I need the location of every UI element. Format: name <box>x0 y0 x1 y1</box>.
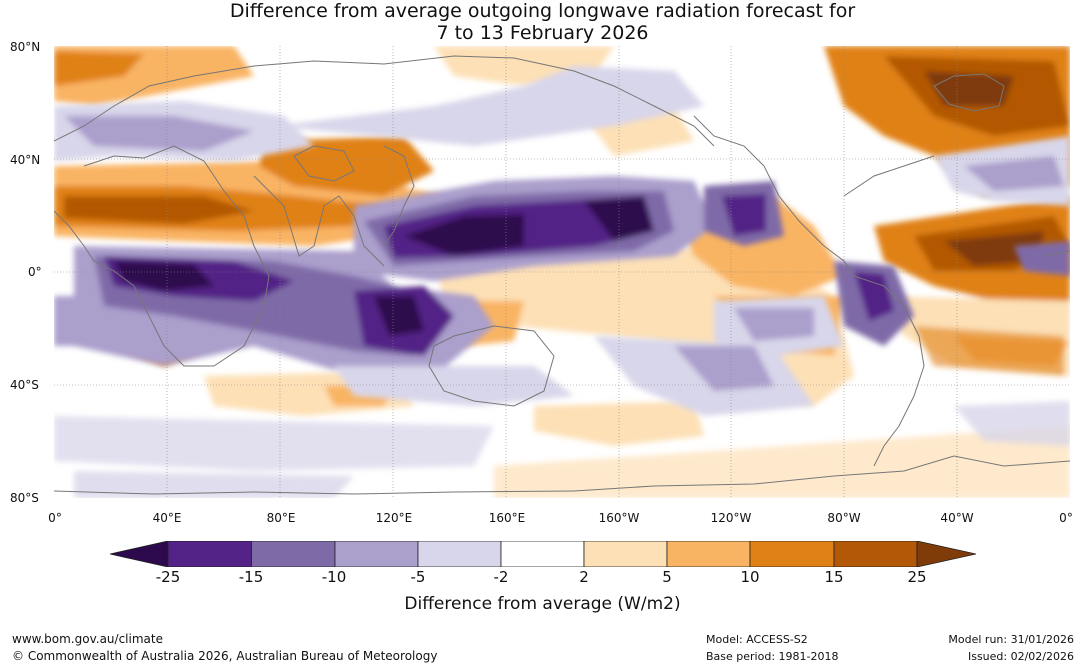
lat-label-40n: 40°N <box>10 153 41 167</box>
lon-label-80w: 80°W <box>827 511 861 525</box>
colorbar-tick-neg2: -2 <box>493 568 509 586</box>
colorbar-extend-high <box>916 540 977 568</box>
colorbar-bin-3 <box>334 540 419 568</box>
lon-label-0-east: 0° <box>1059 511 1073 525</box>
colorbar-bin-7 <box>666 540 751 568</box>
lon-label-120w: 120°W <box>710 511 752 525</box>
lon-label-160w: 160°W <box>598 511 640 525</box>
colorbar-tick-2: 2 <box>579 568 589 586</box>
lat-label-40s: 40°S <box>10 378 39 392</box>
title-line-2: 7 to 13 February 2026 <box>436 22 649 44</box>
colorbar-bin-9 <box>833 540 918 568</box>
coastlines <box>54 55 1070 495</box>
colorbar-bin-6 <box>583 540 668 568</box>
colorbar-tick-5: 5 <box>662 568 672 586</box>
lon-label-40e: 40°E <box>152 511 182 525</box>
colorbar <box>109 540 977 568</box>
colorbar-bin-2 <box>251 540 336 568</box>
footer-model: Model: ACCESS-S2 <box>706 633 808 646</box>
footer-copyright: © Commonwealth of Australia 2026, Austra… <box>12 649 438 663</box>
lat-label-80s: 80°S <box>10 491 39 505</box>
footer-model-run: Model run: 31/01/2026 <box>948 633 1074 646</box>
colorbar-svg <box>109 540 977 568</box>
negative-anomaly-layer <box>54 66 1070 498</box>
colorbar-bin-8 <box>749 540 835 568</box>
chart-title: Difference from average outgoing longwav… <box>0 0 1085 44</box>
colorbar-bin-4 <box>417 540 502 568</box>
lat-label-80n: 80°N <box>10 40 41 54</box>
colorbar-tick-25: 25 <box>907 568 927 586</box>
colorbar-bin-5 <box>500 540 585 568</box>
gridlines <box>54 46 1070 498</box>
map-canvas <box>54 46 1070 498</box>
lon-label-80e: 80°E <box>266 511 296 525</box>
colorbar-extend-low <box>109 540 169 568</box>
colorbar-tick-15: 15 <box>824 568 844 586</box>
colorbar-tick-neg25: -25 <box>155 568 181 586</box>
colorbar-tick-neg15: -15 <box>238 568 264 586</box>
footer-issued: Issued: 02/02/2026 <box>967 650 1074 663</box>
lat-label-equator: 0° <box>28 265 42 279</box>
colorbar-tick-neg10: -10 <box>321 568 347 586</box>
title-line-1: Difference from average outgoing longwav… <box>229 0 856 22</box>
lon-label-40w: 40°W <box>940 511 974 525</box>
footer-base-period: Base period: 1981-2018 <box>706 650 839 663</box>
lon-label-0: 0° <box>48 511 62 525</box>
colorbar-title: Difference from average (W/m2) <box>404 594 681 614</box>
colorbar-tick-10: 10 <box>740 568 760 586</box>
olr-anomaly-map <box>54 46 1070 498</box>
lon-label-160e: 160°E <box>488 511 526 525</box>
colorbar-tick-neg5: -5 <box>410 568 426 586</box>
colorbar-bin-1 <box>167 540 252 568</box>
footer-site-link[interactable]: www.bom.gov.au/climate <box>12 632 163 646</box>
lon-label-120e: 120°E <box>375 511 413 525</box>
